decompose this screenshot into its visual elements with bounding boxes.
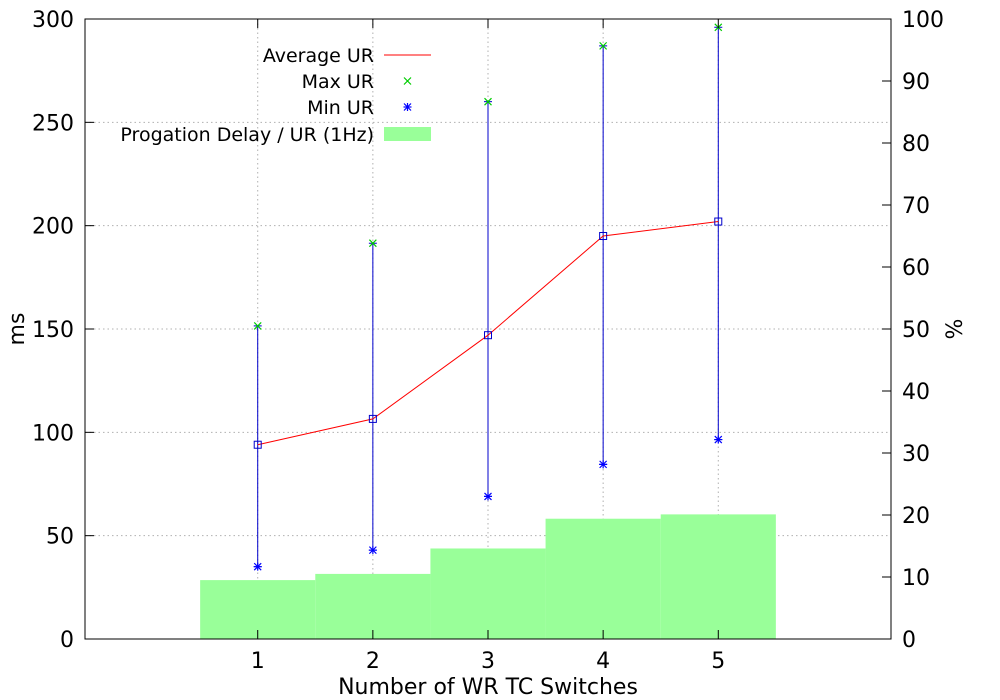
y-axis-title: ms: [5, 313, 30, 346]
point-max-ur: [253, 321, 262, 330]
point-min-ur: [599, 460, 608, 469]
y2-tick-label: 50: [902, 318, 930, 343]
x-tick-label: 3: [481, 649, 495, 674]
point-min-ur: [714, 435, 723, 444]
y2-axis-title: %: [943, 319, 968, 340]
legend-swatch-propagation-delay: [384, 127, 431, 141]
y-tick-label: 200: [32, 215, 74, 240]
x-tick-label: 2: [366, 649, 380, 674]
y-tick-label: 50: [46, 525, 74, 550]
point-max-ur: [484, 97, 492, 106]
bar-propagation-delay: [430, 548, 546, 639]
point-max-ur: [599, 41, 608, 50]
bar-propagation-delay: [545, 518, 661, 639]
line-average-ur: [257, 221, 719, 446]
y2-tick-label: 30: [902, 442, 930, 467]
point-min-ur: [368, 546, 377, 555]
x-axis-title: Number of WR TC Switches: [338, 675, 638, 700]
bar-propagation-delay: [315, 573, 431, 639]
y2-tick-label: 10: [902, 566, 930, 591]
point-min-ur: [253, 562, 262, 571]
y-tick-label: 100: [32, 421, 74, 446]
y-tick-label: 250: [32, 111, 74, 136]
y2-tick-label: 100: [902, 8, 944, 33]
y2-tick-label: 0: [902, 628, 916, 653]
point-average-ur: [368, 414, 377, 423]
point-average-ur: [714, 217, 723, 226]
y2-tick-label: 60: [902, 256, 930, 281]
marker-stroke: [403, 77, 412, 85]
y-tick-label: 300: [32, 8, 74, 33]
bar-propagation-delay: [660, 514, 776, 639]
bars-layer: [200, 514, 776, 639]
y2-tick-label: 70: [902, 194, 930, 219]
marker-stroke: [484, 97, 492, 106]
marker-stroke: [253, 321, 262, 330]
legend-label-max-ur: Max UR: [302, 71, 374, 93]
x-tick-label: 1: [251, 649, 265, 674]
legend-swatch-max-ur: [403, 77, 412, 85]
point-max-ur: [368, 239, 377, 248]
legend: Average UR Max UR Min UR Progation Delay / …: [120, 45, 431, 146]
y2-tick-label: 40: [902, 380, 930, 405]
errorbar-layer: [253, 26, 723, 568]
y2-tick-label: 90: [902, 70, 930, 95]
tick-layer: 0 50 100 150 200 250 300 0 10 20 30 40 50 60 70 80 90 100…: [32, 8, 944, 674]
y-tick-label: 150: [32, 318, 74, 343]
legend-swatch-min-ur: [403, 103, 412, 111]
x-tick-label: 5: [711, 649, 725, 674]
legend-label-average-ur: Average UR: [263, 45, 374, 67]
marker-stroke: [599, 41, 608, 50]
line-layer: [257, 221, 719, 446]
marker-stroke: [368, 239, 377, 248]
x-tick-label: 4: [596, 649, 610, 674]
point-average-ur: [599, 232, 608, 240]
point-average-ur: [253, 440, 262, 449]
legend-label-min-ur: Min UR: [307, 97, 374, 119]
y2-tick-label: 80: [902, 132, 930, 157]
point-average-ur: [484, 331, 492, 340]
bar-propagation-delay: [200, 580, 316, 639]
y-tick-label: 0: [60, 628, 74, 653]
point-min-ur: [484, 492, 492, 501]
legend-label-propagation-delay: Progation Delay / UR (1Hz): [120, 124, 374, 146]
y2-tick-label: 20: [902, 504, 930, 529]
marker-layer: [253, 23, 723, 571]
